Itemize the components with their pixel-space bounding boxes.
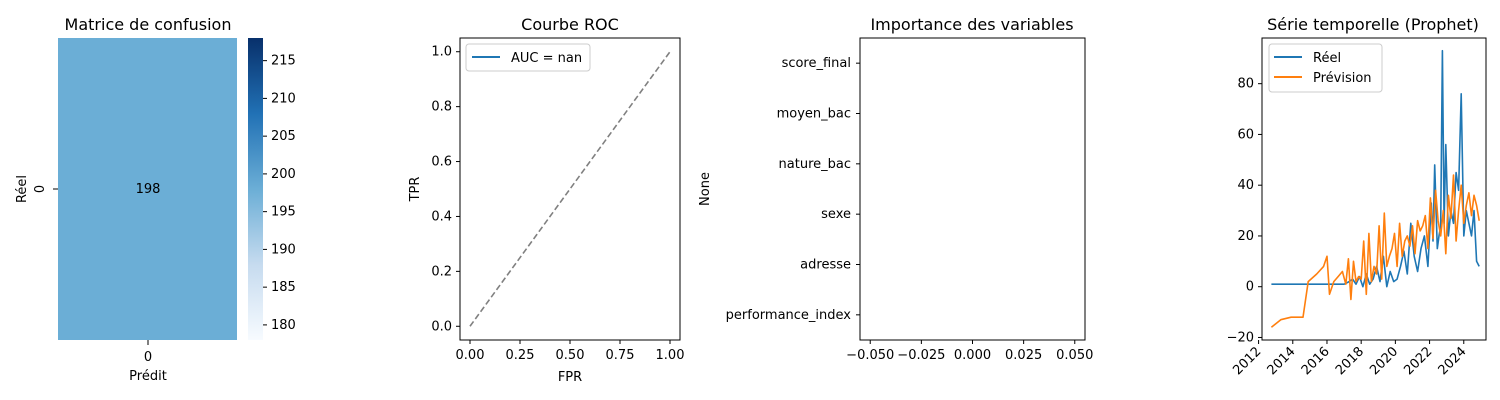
roc-xticks: 0.00 0.25 0.50 0.75 1.00 [456, 340, 685, 363]
roc-plot-area [469, 51, 671, 327]
roc-panel: Courbe ROC 0.00 0.25 0.50 0.75 1.00 0.00.20.… [408, 15, 684, 385]
roc-ytick-label: 0.4 [431, 209, 452, 224]
roc-xtick-label: 1.00 [656, 348, 685, 363]
ts-xtick-label: 2012 [1230, 344, 1264, 378]
confusion-matrix-panel: Matrice de confusion 198 0 Prédit 0 Réel… [15, 15, 296, 384]
roc-yticks: 0.0 0.2 0.4 0.6 0.8 1.0 [431, 45, 460, 334]
ts-ytick-label: 20 [1237, 229, 1254, 244]
cm-title: Matrice de confusion [65, 15, 232, 34]
imp-ytick-label: adresse [800, 258, 851, 273]
roc-ytick-label: 0.6 [431, 155, 452, 170]
roc-ylabel: TPR [408, 177, 423, 203]
ts-xtick-label: 2016 [1299, 344, 1333, 378]
ts-ytick-label: 0 [1246, 280, 1254, 295]
ts-xtick-label: 2020 [1367, 344, 1401, 378]
importance-panel: Importance des variables score_finalmoye… [698, 15, 1093, 363]
cm-colorbar-tick-label: 190 [271, 242, 296, 257]
ts-plot-area [1270, 49, 1480, 328]
roc-diagonal-line [469, 51, 671, 327]
imp-title: Importance des variables [870, 15, 1073, 34]
ts-xtick-label: 2024 [1436, 344, 1470, 378]
ts-ytick-label: −20 [1227, 330, 1254, 345]
roc-ytick-label: 1.0 [431, 45, 452, 60]
cm-colorbar-tick-label: 205 [271, 129, 296, 144]
imp-ytick-label: performance_index [726, 308, 852, 323]
cm-colorbar-tick-label: 200 [271, 167, 296, 182]
ts-xticks: 2012 2014 2016 2018 2020 2022 2024 [1230, 340, 1470, 378]
roc-xtick-label: 0.75 [606, 348, 635, 363]
imp-ytick-label: sexe [821, 207, 851, 222]
cm-ylabel: Réel [15, 175, 30, 203]
imp-ytick-label: moyen_bac [777, 107, 851, 122]
cm-colorbar-tick-label: 185 [271, 280, 296, 295]
ts-xtick-label: 2014 [1265, 344, 1299, 378]
imp-ytick-label: score_final [782, 56, 851, 71]
imp-xtick-label: −0.050 [846, 348, 894, 363]
roc-xlabel: FPR [558, 370, 582, 385]
ts-line-prevision [1270, 174, 1480, 328]
cm-cell-value: 198 [136, 182, 161, 197]
timeseries-panel: Série temporelle (Prophet) 2012 2014 2016 2… [1227, 15, 1487, 378]
imp-xtick-label: 0.025 [1005, 348, 1042, 363]
imp-xtick-label: 0.050 [1056, 348, 1093, 363]
ts-yticks: −20 0 20 40 60 80 [1227, 77, 1262, 345]
cm-cell [58, 38, 237, 340]
cm-xtick-label: 0 [144, 350, 152, 365]
roc-ytick-label: 0.8 [431, 100, 452, 115]
roc-legend: AUC = nan [465, 43, 591, 72]
cm-colorbar-tick-label: 195 [271, 205, 296, 220]
ts-legend-label-prevision: Prévision [1313, 71, 1372, 86]
imp-xtick-label: 0.000 [954, 348, 991, 363]
cm-colorbar-tick-label: 210 [271, 91, 296, 106]
roc-legend-box [465, 43, 591, 72]
ts-xtick-label: 2022 [1401, 344, 1435, 378]
roc-xtick-label: 0.50 [556, 348, 585, 363]
cm-ytick-label: 0 [33, 185, 48, 193]
roc-title: Courbe ROC [521, 15, 619, 34]
cm-colorbar-tick-label: 180 [271, 318, 296, 333]
ts-line-reel [1271, 49, 1480, 288]
roc-ytick-label: 0.2 [431, 264, 452, 279]
ts-ytick-label: 60 [1237, 127, 1254, 142]
cm-colorbar [248, 38, 263, 340]
imp-ylabel: None [698, 172, 713, 206]
ts-xtick-label: 2018 [1333, 344, 1367, 378]
imp-xtick-label: −0.025 [897, 348, 945, 363]
roc-legend-label: AUC = nan [511, 51, 582, 66]
ts-legend: Réel Prévision [1268, 43, 1383, 93]
ts-axes-frame [1261, 37, 1487, 341]
cm-colorbar-ticks: 180 185 190 195 200 205 210 215 [263, 54, 296, 333]
imp-xticks: −0.050 −0.025 0.000 0.025 0.050 [846, 340, 1093, 363]
ts-ytick-label: 80 [1237, 77, 1254, 92]
imp-ytick-label: nature_bac [779, 157, 851, 172]
roc-xtick-label: 0.25 [506, 348, 535, 363]
roc-xtick-label: 0.00 [456, 348, 485, 363]
cm-colorbar-tick-label: 215 [271, 54, 296, 69]
roc-ytick-label: 0.0 [431, 319, 452, 334]
imp-axes-frame [859, 37, 1086, 341]
ts-ytick-label: 40 [1237, 178, 1254, 193]
ts-legend-label-reel: Réel [1313, 51, 1341, 66]
ts-title: Série temporelle (Prophet) [1267, 15, 1479, 34]
cm-xlabel: Prédit [129, 369, 167, 384]
